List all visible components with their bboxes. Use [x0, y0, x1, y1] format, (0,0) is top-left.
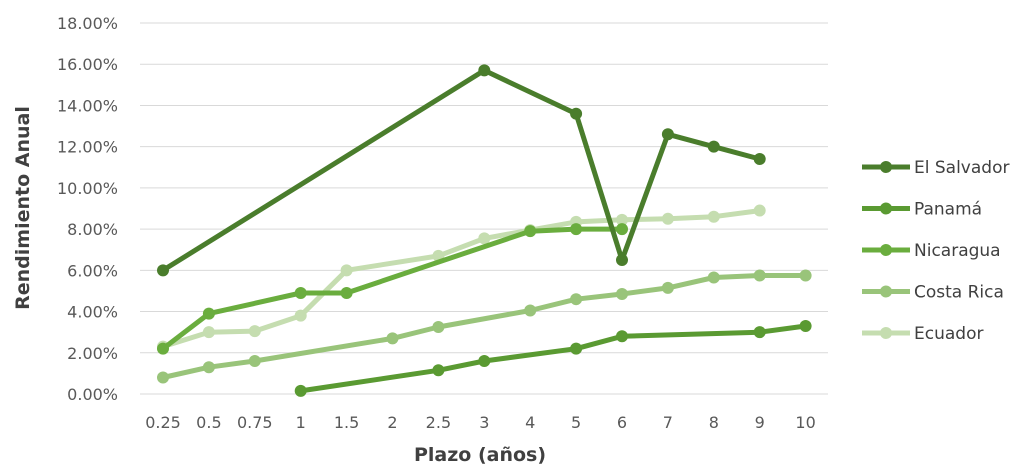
series-line [160, 67, 763, 273]
data-point [157, 342, 169, 355]
data-point [294, 309, 307, 322]
legend-swatch-marker [880, 161, 892, 173]
series-costa-rica [157, 269, 812, 384]
y-tick-label: 12.00% [57, 138, 118, 157]
x-axis-title: Plazo (años) [414, 444, 546, 466]
x-tick-label: 2.5 [426, 413, 451, 432]
data-point [570, 223, 583, 236]
legend-swatch-marker [880, 285, 892, 298]
data-point [340, 264, 353, 277]
data-point [202, 326, 215, 339]
x-tick-label: 3 [479, 413, 489, 432]
data-point [157, 264, 169, 277]
data-point [570, 342, 583, 355]
legend-item: Panamá [862, 200, 982, 220]
data-point [524, 225, 537, 238]
data-point [753, 326, 766, 339]
data-point [432, 321, 445, 334]
y-axis-title: Rendimiento Anual [12, 106, 34, 310]
series-lines [157, 64, 812, 397]
data-point [340, 287, 353, 300]
series-line [298, 323, 809, 394]
series-el-salvador [157, 64, 766, 277]
data-point [616, 254, 628, 267]
legend-swatch-marker [880, 202, 892, 215]
data-point [478, 232, 491, 245]
data-point [202, 361, 215, 374]
series-panam- [294, 319, 812, 397]
data-point [661, 281, 674, 294]
data-point [478, 64, 491, 77]
x-axis-ticks: 0.25 0.5 0.75 1 1.5 2 2.5 3 4 5 6 7 8 9 10 [145, 413, 816, 432]
x-tick-label: 9 [755, 413, 765, 432]
x-tick-label: 7 [663, 413, 673, 432]
y-tick-label: 18.00% [57, 14, 118, 33]
legend: El Salvador Panamá Nicaragua Costa Rica Ecua… [862, 158, 1009, 344]
series-ecuador [157, 204, 766, 353]
x-tick-label: 0.25 [145, 413, 181, 432]
data-point [294, 384, 307, 397]
legend-item: Nicaragua [862, 241, 1001, 261]
gridlines [140, 22, 828, 395]
data-point [616, 223, 628, 236]
legend-label: Ecuador [914, 324, 983, 344]
y-tick-label: 10.00% [57, 179, 118, 198]
data-point [202, 307, 215, 320]
x-tick-label: 10 [795, 413, 815, 432]
legend-swatch-marker [880, 244, 892, 256]
data-point [432, 364, 445, 377]
data-point [478, 355, 491, 368]
legend-swatch-marker [880, 327, 892, 339]
x-tick-label: 5 [571, 413, 581, 432]
y-tick-label: 8.00% [67, 220, 118, 239]
data-point [616, 330, 628, 343]
y-tick-label: 2.00% [67, 344, 118, 363]
data-point [661, 212, 674, 225]
data-point [707, 140, 720, 153]
data-point [753, 153, 766, 166]
x-tick-label: 0.5 [196, 413, 221, 432]
legend-label: Panamá [914, 200, 982, 220]
y-tick-label: 4.00% [67, 303, 118, 322]
legend-item: Ecuador [862, 324, 983, 344]
series-line [160, 273, 809, 380]
data-point [248, 325, 261, 338]
x-tick-label: 1.5 [334, 413, 359, 432]
x-tick-label: 8 [709, 413, 719, 432]
y-tick-label: 6.00% [67, 261, 118, 280]
data-point [707, 271, 720, 284]
data-point [753, 269, 766, 282]
y-tick-label: 0.00% [67, 385, 118, 404]
data-point [799, 319, 812, 332]
x-tick-label: 0.75 [237, 413, 273, 432]
data-point [570, 107, 583, 120]
data-point [616, 288, 628, 301]
data-point [661, 128, 674, 141]
data-point [753, 204, 766, 217]
data-point [386, 332, 399, 345]
data-point [707, 210, 720, 223]
data-point [294, 287, 307, 300]
legend-label: Nicaragua [914, 241, 1001, 261]
x-tick-label: 2 [387, 413, 397, 432]
x-tick-label: 1 [296, 413, 306, 432]
data-point [799, 269, 812, 282]
data-point [570, 293, 583, 306]
legend-label: El Salvador [914, 158, 1009, 178]
x-tick-label: 6 [617, 413, 627, 432]
legend-item: El Salvador [862, 158, 1009, 178]
data-point [524, 304, 537, 317]
y-tick-label: 14.00% [57, 96, 118, 115]
legend-label: Costa Rica [914, 283, 1004, 303]
data-point [616, 213, 628, 226]
data-point [248, 355, 261, 368]
y-tick-label: 16.00% [57, 55, 118, 74]
y-axis-ticks: 0.00% 2.00% 4.00% 6.00% 8.00% 10.00% 12.00% 14.… [57, 14, 118, 404]
data-point [157, 371, 169, 384]
legend-item: Costa Rica [862, 283, 1004, 303]
x-tick-label: 4 [525, 413, 535, 432]
series-nicaragua [157, 223, 628, 355]
